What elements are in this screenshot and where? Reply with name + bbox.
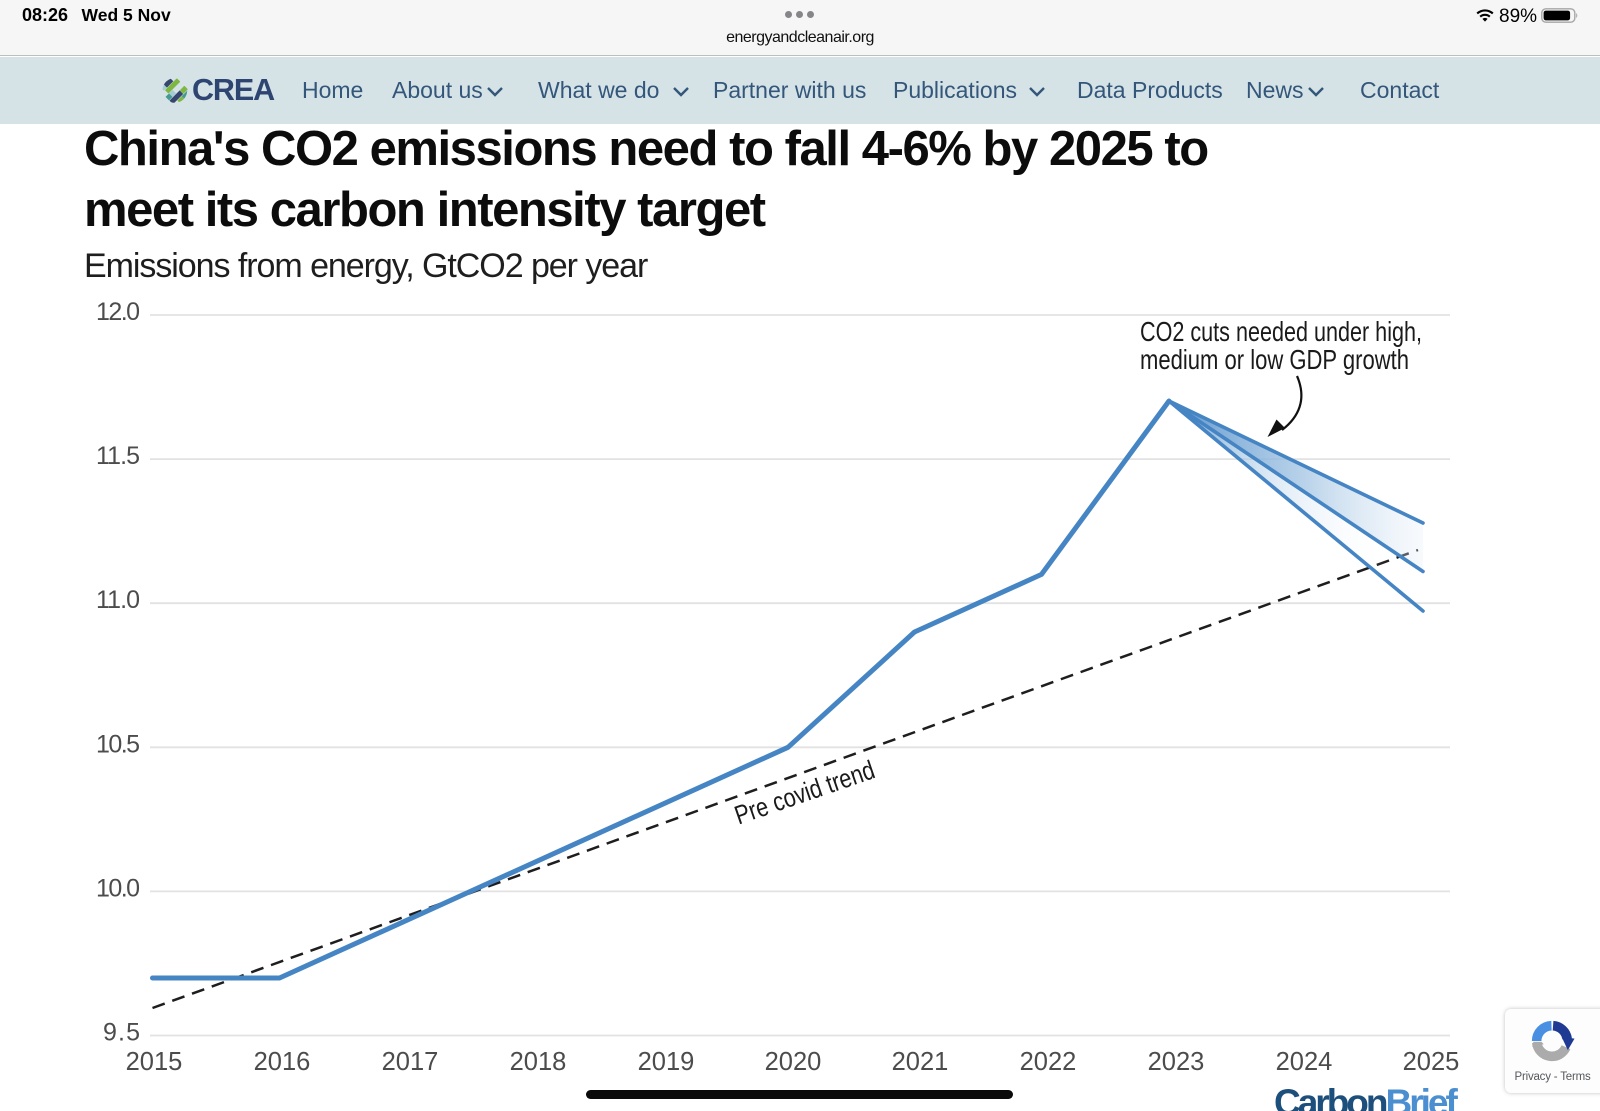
- svg-text:medium or low GDP growth: medium or low GDP growth: [1140, 344, 1409, 375]
- svg-text:2023: 2023: [1148, 1048, 1205, 1076]
- svg-text:2022: 2022: [1020, 1048, 1077, 1076]
- svg-text:2018: 2018: [510, 1048, 567, 1076]
- svg-text:11.0: 11.0: [96, 586, 140, 614]
- svg-text:10.0: 10.0: [96, 874, 140, 902]
- svg-text:CO2 cuts needed under high,: CO2 cuts needed under high,: [1140, 316, 1422, 347]
- svg-text:2025: 2025: [1403, 1048, 1460, 1076]
- svg-text:12.0: 12.0: [96, 298, 140, 326]
- svg-text:2019: 2019: [638, 1048, 695, 1076]
- svg-text:9.5: 9.5: [103, 1019, 140, 1047]
- svg-text:10.5: 10.5: [96, 730, 140, 758]
- svg-text:2015: 2015: [126, 1048, 183, 1076]
- svg-text:11.5: 11.5: [96, 442, 140, 470]
- svg-text:2016: 2016: [254, 1048, 311, 1076]
- svg-text:2017: 2017: [382, 1048, 439, 1076]
- svg-text:2024: 2024: [1276, 1048, 1333, 1076]
- svg-text:2021: 2021: [892, 1048, 949, 1076]
- svg-text:2020: 2020: [765, 1048, 822, 1076]
